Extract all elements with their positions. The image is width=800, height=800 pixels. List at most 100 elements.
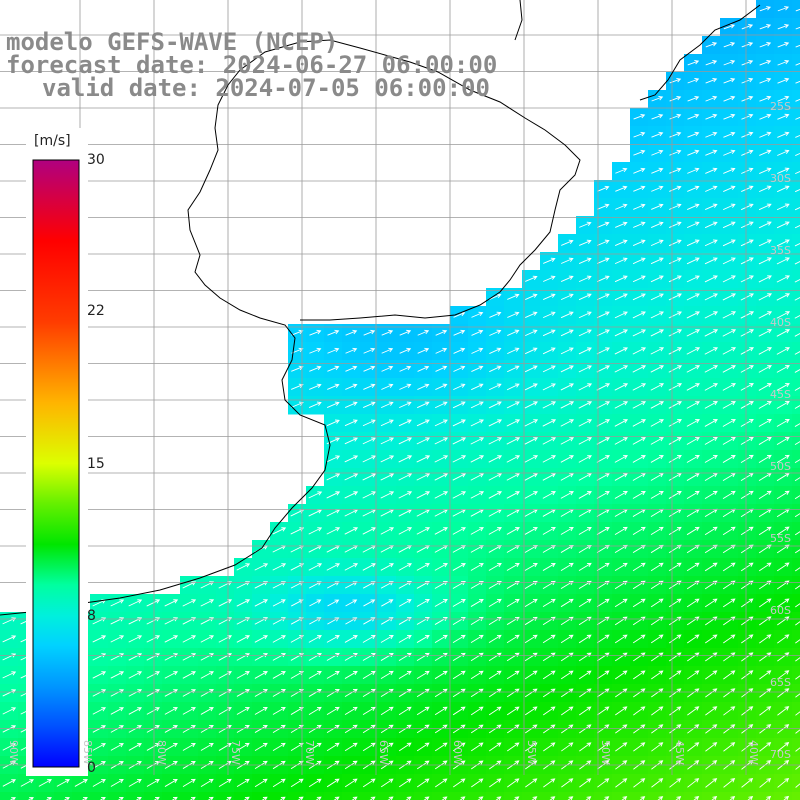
wind-arrow — [777, 724, 790, 734]
wind-arrow — [777, 742, 790, 752]
wind-arrow — [632, 437, 646, 445]
wind-arrow — [326, 527, 341, 535]
wind-arrow — [614, 562, 628, 572]
wind-arrow — [795, 621, 800, 626]
wind-cell — [792, 630, 800, 649]
wind-arrow — [309, 347, 322, 354]
wind-arrow — [632, 401, 647, 409]
wind-arrow — [758, 257, 772, 265]
wind-cell — [792, 594, 800, 613]
wind-arrow — [452, 527, 466, 535]
wind-arrow — [585, 796, 592, 800]
wind-arrow — [633, 203, 646, 210]
wind-cell — [792, 378, 800, 397]
wind-cell — [234, 792, 253, 800]
wind-arrow — [542, 562, 556, 571]
wind-cell — [792, 666, 800, 685]
wind-arrow — [236, 778, 250, 788]
wind-arrow — [795, 98, 800, 102]
wind-arrow — [345, 581, 358, 589]
wind-arrow — [705, 131, 718, 138]
wind-arrow — [452, 634, 466, 644]
wind-arrow — [777, 6, 790, 12]
wind-arrow — [524, 473, 538, 481]
wind-cell — [792, 576, 800, 595]
wind-arrow — [614, 311, 628, 319]
wind-arrow — [146, 778, 160, 787]
wind-cell — [792, 144, 800, 163]
wind-arrow — [668, 365, 683, 373]
wind-cell — [684, 792, 703, 800]
wind-arrow — [795, 80, 800, 84]
wind-arrow — [668, 293, 682, 301]
wind-arrow — [740, 203, 754, 211]
wind-arrow — [651, 724, 664, 734]
wind-cell — [270, 792, 289, 800]
wind-arrow — [542, 545, 556, 553]
wind-arrow — [758, 239, 772, 247]
wind-arrow — [434, 419, 448, 427]
wind-arrow — [452, 401, 466, 409]
wind-arrow — [759, 706, 772, 716]
wind-arrow — [218, 581, 233, 589]
wind-arrow — [435, 365, 448, 372]
wind-arrow — [506, 419, 521, 427]
wind-arrow — [182, 707, 196, 715]
longitude-label: 80W — [155, 740, 168, 765]
wind-arrow — [794, 585, 800, 590]
wind-arrow — [687, 149, 700, 156]
wind-arrow — [254, 671, 268, 679]
wind-arrow — [146, 707, 160, 715]
wind-arrow — [704, 383, 718, 391]
wind-arrow — [687, 167, 700, 174]
wind-arrow — [758, 526, 772, 536]
wind-arrow — [488, 545, 502, 553]
wind-arrow — [362, 563, 377, 571]
wind-cell — [792, 612, 800, 631]
wind-arrow — [705, 42, 718, 48]
wind-arrow — [722, 616, 736, 626]
wind-arrow — [524, 365, 538, 373]
wind-arrow — [758, 221, 772, 229]
wind-arrow — [272, 527, 287, 535]
wind-arrow — [722, 419, 736, 427]
wind-arrow — [777, 706, 790, 716]
wind-arrow — [722, 347, 737, 355]
wind-arrow — [704, 544, 718, 554]
wind-arrow — [795, 657, 800, 662]
wind-arrow — [578, 526, 592, 535]
wind-arrow — [236, 581, 251, 589]
wind-arrow — [56, 779, 70, 787]
wind-arrow — [758, 454, 772, 463]
wind-arrow — [668, 419, 682, 427]
wind-arrow — [452, 473, 467, 481]
wind-arrow — [794, 369, 800, 373]
wind-cell — [792, 360, 800, 379]
wind-arrow — [759, 95, 772, 102]
wind-arrow — [632, 473, 646, 481]
wind-arrow — [687, 670, 700, 680]
wind-arrow — [560, 473, 574, 481]
wind-arrow — [506, 491, 520, 499]
wind-cell — [630, 792, 649, 800]
wind-arrow — [380, 491, 395, 499]
wind-arrow — [741, 688, 754, 698]
wind-arrow — [434, 527, 448, 535]
wind-arrow — [218, 707, 232, 715]
wind-arrow — [362, 491, 377, 499]
wind-arrow — [758, 365, 772, 373]
wind-arrow — [686, 383, 700, 391]
wind-arrow — [740, 221, 754, 229]
latitude-label: 25S — [770, 100, 791, 113]
wind-arrow — [398, 563, 412, 571]
wind-arrow — [596, 347, 610, 355]
wind-cell — [90, 792, 109, 800]
wind-arrow — [686, 634, 700, 644]
wind-arrow — [236, 707, 250, 715]
wind-arrow — [675, 796, 682, 800]
wind-cell — [792, 702, 800, 721]
wind-arrow — [639, 796, 646, 800]
wind-arrow — [416, 437, 431, 445]
wind-arrow — [603, 796, 610, 800]
wind-arrow — [776, 221, 790, 229]
